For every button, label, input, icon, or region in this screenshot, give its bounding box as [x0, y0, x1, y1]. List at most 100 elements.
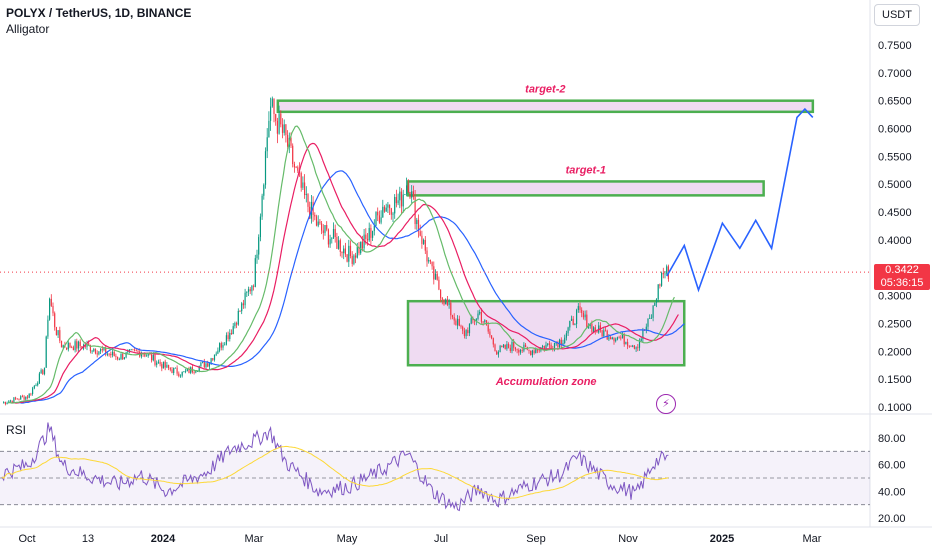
candle-body: [100, 349, 102, 352]
candle-body: [434, 273, 437, 280]
price-tick-label: 0.6000: [878, 124, 912, 136]
candle-body: [414, 196, 416, 225]
candle-body: [134, 349, 136, 351]
candle-body: [334, 229, 336, 237]
candle-body: [105, 347, 107, 355]
candle-body: [499, 345, 501, 353]
candle-body: [504, 344, 506, 349]
candle-body: [62, 345, 64, 348]
price-tick-label: 0.2500: [878, 318, 912, 330]
candle-body: [147, 354, 149, 356]
candle-body: [225, 335, 227, 345]
candle-body: [331, 238, 333, 240]
candle-body: [293, 164, 295, 168]
candle-body: [54, 313, 56, 328]
candle-body: [440, 289, 442, 299]
candle-body: [645, 326, 647, 331]
candle-body: [577, 306, 579, 311]
candle-body: [409, 191, 411, 198]
candle-body: [480, 311, 482, 322]
candle-body: [203, 361, 205, 368]
candle-body: [373, 225, 375, 231]
candle-body: [341, 251, 343, 254]
candle-body: [11, 400, 13, 403]
candle-body: [633, 345, 635, 349]
candle-body: [35, 385, 37, 386]
candle-body: [368, 227, 370, 241]
candle-body: [630, 345, 632, 347]
candle-body: [625, 341, 627, 345]
currency-button[interactable]: USDT: [874, 4, 920, 26]
candle-body: [314, 214, 316, 217]
candle-body: [611, 337, 613, 340]
candle-body: [642, 329, 644, 339]
candle-body: [305, 194, 307, 196]
candle-body: [88, 343, 90, 346]
candle-body: [538, 350, 540, 352]
candle-body: [489, 331, 491, 336]
candle-body: [169, 367, 171, 370]
candle-body: [215, 353, 217, 355]
candle-body: [392, 213, 394, 215]
candle-body: [356, 246, 358, 258]
candle-body: [217, 350, 219, 354]
time-tick-label: Sep: [526, 533, 546, 545]
candle-body: [445, 299, 447, 305]
candle-body: [599, 325, 601, 331]
candle-body: [358, 246, 360, 254]
candle-body: [355, 255, 357, 258]
candle-body: [13, 397, 15, 403]
candle-body: [353, 255, 355, 264]
candle-body: [292, 145, 294, 165]
candle-body: [140, 353, 142, 357]
candle-body: [477, 313, 479, 319]
candle-body: [560, 339, 562, 345]
indicator-label: Alligator: [6, 22, 50, 36]
candle-body: [52, 305, 54, 314]
candle-body: [467, 330, 469, 334]
last-price: 0.3422: [885, 264, 919, 276]
candle-body: [241, 303, 243, 312]
candle-body: [562, 343, 564, 345]
candle-body: [33, 385, 35, 389]
candle-body: [329, 239, 331, 245]
candle-body: [564, 337, 566, 344]
candle-body: [657, 284, 659, 300]
candle-body: [93, 349, 95, 351]
candle-body: [174, 367, 176, 369]
candle-body: [606, 330, 608, 340]
candle-body: [502, 344, 505, 348]
candle-body: [375, 211, 377, 226]
candle-body: [441, 298, 443, 300]
candle-body: [208, 362, 210, 367]
candle-body: [487, 325, 489, 332]
rsi-tick-label: 80.00: [878, 433, 906, 445]
candle-body: [548, 343, 550, 345]
candle-body: [616, 337, 618, 340]
candle-body: [271, 98, 273, 107]
candle-body: [50, 298, 52, 306]
candle-body: [220, 343, 222, 348]
candle-body: [332, 229, 335, 239]
candle-body: [584, 314, 586, 318]
candle-body: [84, 344, 86, 347]
price-tick-label: 0.4500: [878, 207, 912, 219]
candle-body: [457, 318, 459, 326]
candle-body: [438, 279, 440, 290]
rsi-tick-label: 20.00: [878, 513, 906, 525]
bolt-icon[interactable]: ⚡: [656, 394, 676, 414]
candle-body: [183, 371, 185, 373]
candle-body: [400, 191, 403, 207]
zone-box: [406, 299, 686, 367]
candle-body: [326, 225, 328, 230]
candle-body: [21, 396, 23, 398]
time-tick-label: May: [337, 533, 358, 545]
candle-body: [349, 245, 352, 256]
candle-body: [613, 337, 615, 342]
candle-body: [428, 260, 430, 262]
candle-body: [591, 323, 593, 333]
candle-body: [32, 388, 34, 394]
candle-body: [278, 113, 280, 134]
candle-body: [543, 346, 545, 350]
